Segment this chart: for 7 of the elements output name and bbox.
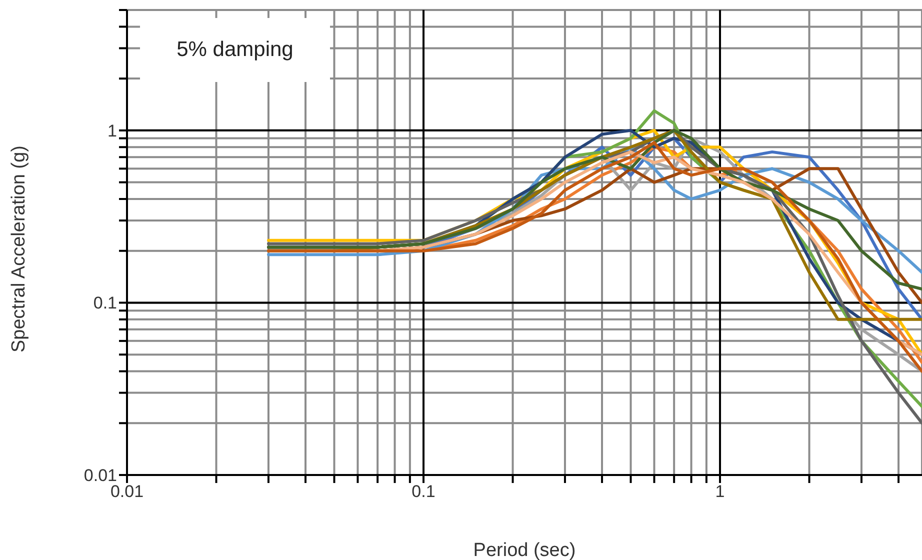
text-box: 5% damping — [140, 18, 330, 82]
x-tick-label: 0.1 — [412, 482, 436, 502]
y-axis-title: Spectral Acceleration (g) — [8, 146, 30, 352]
x-axis-title: Period (sec) — [473, 540, 576, 560]
x-tick-label: 1 — [715, 482, 725, 502]
y-tick-label: 0.1 — [93, 294, 117, 313]
y-tick-label: 1 — [108, 121, 117, 140]
